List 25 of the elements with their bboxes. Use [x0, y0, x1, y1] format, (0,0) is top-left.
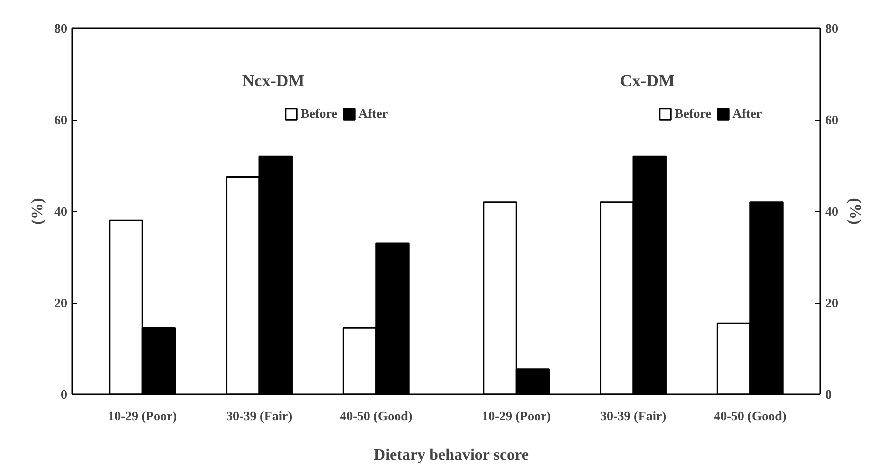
- legend-label: Before: [301, 106, 338, 122]
- x-axis-title: Dietary behavior score: [374, 446, 529, 466]
- y-tick-label: 40: [54, 204, 68, 219]
- y-tick-label: 60: [54, 112, 68, 128]
- y2-tick-label: 0: [826, 387, 832, 402]
- y2-tick-label: 80: [826, 21, 838, 36]
- y2-tick-label: 60: [826, 112, 838, 128]
- x-tick-label: 40-50 (Good): [714, 408, 787, 424]
- y2-tick-label: 20: [826, 296, 838, 310]
- legend-label: After: [358, 106, 388, 122]
- x-tick-label: 10-29 (Poor): [482, 408, 552, 424]
- x-tick-label: 40-50 (Good): [340, 408, 413, 424]
- y-tick-label: 80: [54, 21, 68, 36]
- x-tick-label: 10-29 (Poor): [108, 408, 178, 424]
- x-tick-label: 30-39 (Fair): [600, 408, 667, 424]
- y-tick-label: 0: [61, 387, 68, 402]
- legend-label: After: [732, 106, 762, 122]
- text: Cx-DM: [620, 72, 675, 91]
- text: Ncx-DM: [242, 72, 305, 91]
- legend-label: Before: [675, 106, 712, 122]
- y2-tick-label: 40: [826, 204, 838, 219]
- y2-axis-title: (%): [846, 198, 864, 225]
- y-tick-label: 20: [54, 296, 68, 310]
- y-axis-title: (%): [30, 198, 46, 225]
- x-tick-label: 30-39 (Fair): [226, 408, 293, 424]
